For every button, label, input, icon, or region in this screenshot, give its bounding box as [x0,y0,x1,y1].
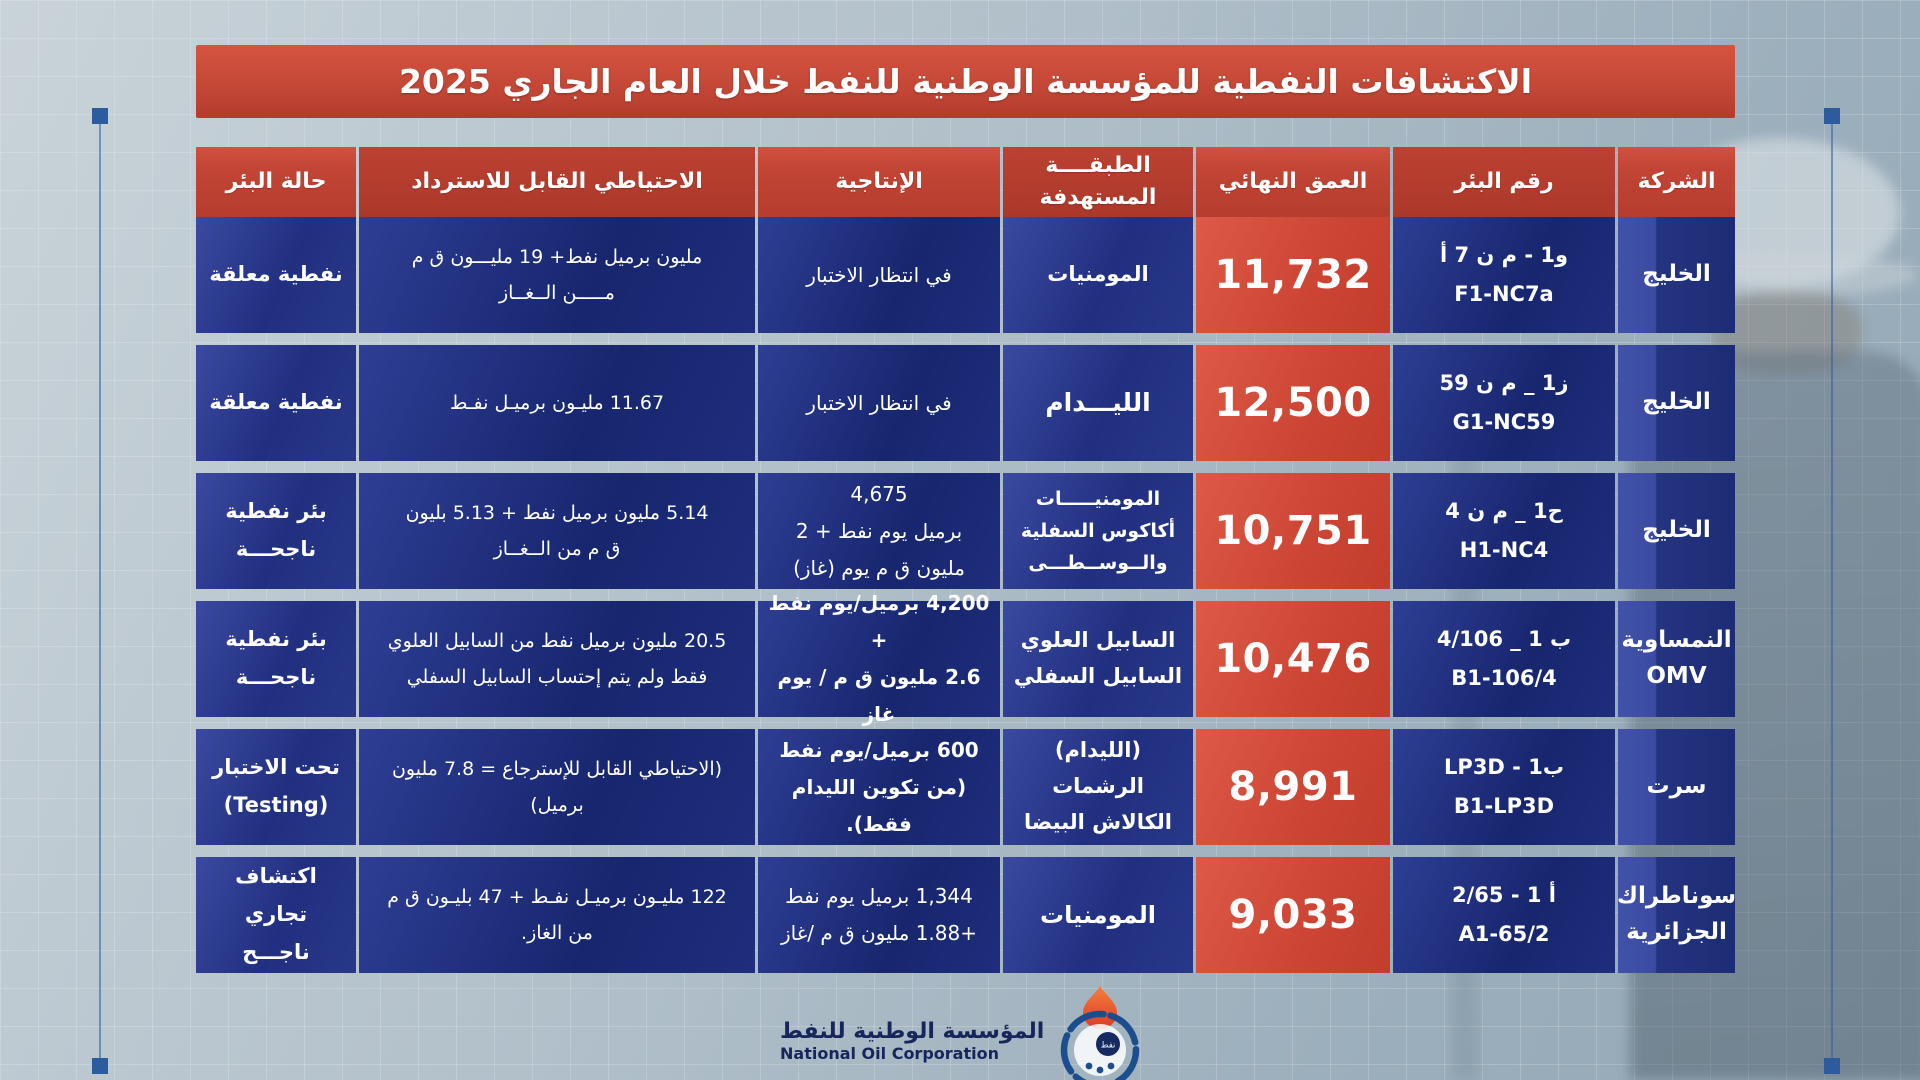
frame-square-bottom-right [1824,1058,1840,1074]
cell-productivity: في انتظار الاختبار [758,217,1000,333]
cell-company: سوناطراك الجزائرية [1617,857,1736,973]
cell-reserves: 20.5 مليون برميل نفط من السابيل العلوي ف… [359,601,755,717]
header-company: الشركة [1618,147,1735,217]
cell-formation: السابيل العلوي السابيل السفلي [1003,601,1193,717]
header-productivity: الإنتاجية [758,147,1000,217]
frame-square-top-right [1824,108,1840,124]
cell-well-number: ب1 - LP3D B1-LP3D [1393,729,1615,845]
cell-well-status: نفطية معلقة [196,217,356,333]
footer: المؤسسة الوطنية للنفط National Oil Corpo… [780,986,1144,1080]
cell-final-depth: 10,476 [1196,601,1390,717]
cell-productivity: 4,200 برميل/يوم نفط + 2.6 مليون ق م / يو… [758,591,1000,726]
svg-text:نفط: نفط [1101,1041,1116,1051]
cell-well-number: ب 1 _ 4/106 B1-106/4 [1393,601,1615,717]
table-header-row: الشركة رقم البئر العمق النهائي الطبقــــ… [196,147,1735,217]
header-target-formation: الطبقــــة المستهدفة [1003,147,1193,217]
cell-well-number: ز1 _ م ن 59 G1-NC59 [1393,345,1615,461]
page-title: الاكتشافات النفطية للمؤسسة الوطنية للنفط… [196,45,1735,118]
cell-reserves: 11.67 مليـون برميـل نفـط [359,345,755,461]
cell-company: الخليج [1618,345,1735,461]
frame-square-bottom-left [92,1058,108,1074]
cell-formation: (الليدام) الرشمات الكالاش البيضا [1003,729,1193,845]
cell-well-status: اكتشاف تجاري ناجـــح [196,857,356,973]
cell-productivity: 600 برميل/يوم نفط (من تكوين الليدام فقط)… [758,729,1000,845]
worker-head-shape [1712,292,1862,372]
cell-final-depth: 9,033 [1196,857,1390,973]
org-name-arabic: المؤسسة الوطنية للنفط [780,1019,1045,1044]
frame-line-left [99,124,101,1058]
cell-reserves: (الاحتياطي القابل للإسترجاع = 7.8 مليون … [359,729,755,845]
cell-company: النمساوية OMV [1618,601,1735,717]
cell-well-number: أ 1 - 2/65 A1-65/2 [1393,857,1615,973]
cell-formation: المومنيـــــات أكاكوس السفلية والــوســط… [1003,473,1193,589]
org-name-english: National Oil Corporation [780,1044,999,1063]
header-recoverable-reserves: الاحتياطي القابل للاسترداد [359,147,755,217]
cell-reserves: 5.14 مليون برميل نفط + 5.13 بليون ق م من… [359,473,755,589]
header-well-number: رقم البئر [1393,147,1615,217]
cell-productivity: 4,675 برميل يوم نفط + 2 مليون ق م يوم (غ… [758,473,1000,589]
cell-well-status: نفطية معلقة [196,345,356,461]
header-final-depth: العمق النهائي [1196,147,1390,217]
cell-final-depth: 12,500 [1196,345,1390,461]
org-name: المؤسسة الوطنية للنفط National Oil Corpo… [780,1019,1044,1063]
cell-well-status: بئر نفطية ناجحـــة [196,473,356,589]
table-body: الخليج و1 - م ن 7 أ F1-NC7a 11,732 الموم… [196,217,1736,973]
noc-logo-icon: نفط [1056,986,1144,1080]
cell-final-depth: 11,732 [1196,217,1390,333]
frame-line-right [1831,124,1833,1058]
cell-productivity: في انتظار الاختبار [758,345,1000,461]
cell-productivity: 1,344 برميل يوم نفط +1.88 مليون ق م /غاز [758,857,1000,973]
cell-company: الخليج [1618,473,1735,589]
cell-company: الخليج [1618,217,1735,333]
cell-well-status: تحت الاختبار (Testing) [196,729,356,845]
cell-formation: الليـــدام [1003,345,1193,461]
cell-final-depth: 10,751 [1196,473,1390,589]
cell-well-status: بئر نفطية ناجحـــة [196,601,356,717]
cell-formation: المومنيات [1003,857,1193,973]
cell-well-number: ح1 _ م ن 4 H1-NC4 [1393,473,1615,589]
cell-final-depth: 8,991 [1196,729,1390,845]
cell-company: سرت [1618,729,1735,845]
cell-reserves: 122 مليـون برميـل نفـط + 47 بليـون ق م م… [359,857,755,973]
header-well-status: حالة البئر [196,147,356,217]
cell-formation: المومنيات [1003,217,1193,333]
cell-reserves: مليون برميل نفط+ 19 مليـــون ق م مـــــن… [359,217,755,333]
frame-square-top-left [92,108,108,124]
cell-well-number: و1 - م ن 7 أ F1-NC7a [1393,217,1615,333]
